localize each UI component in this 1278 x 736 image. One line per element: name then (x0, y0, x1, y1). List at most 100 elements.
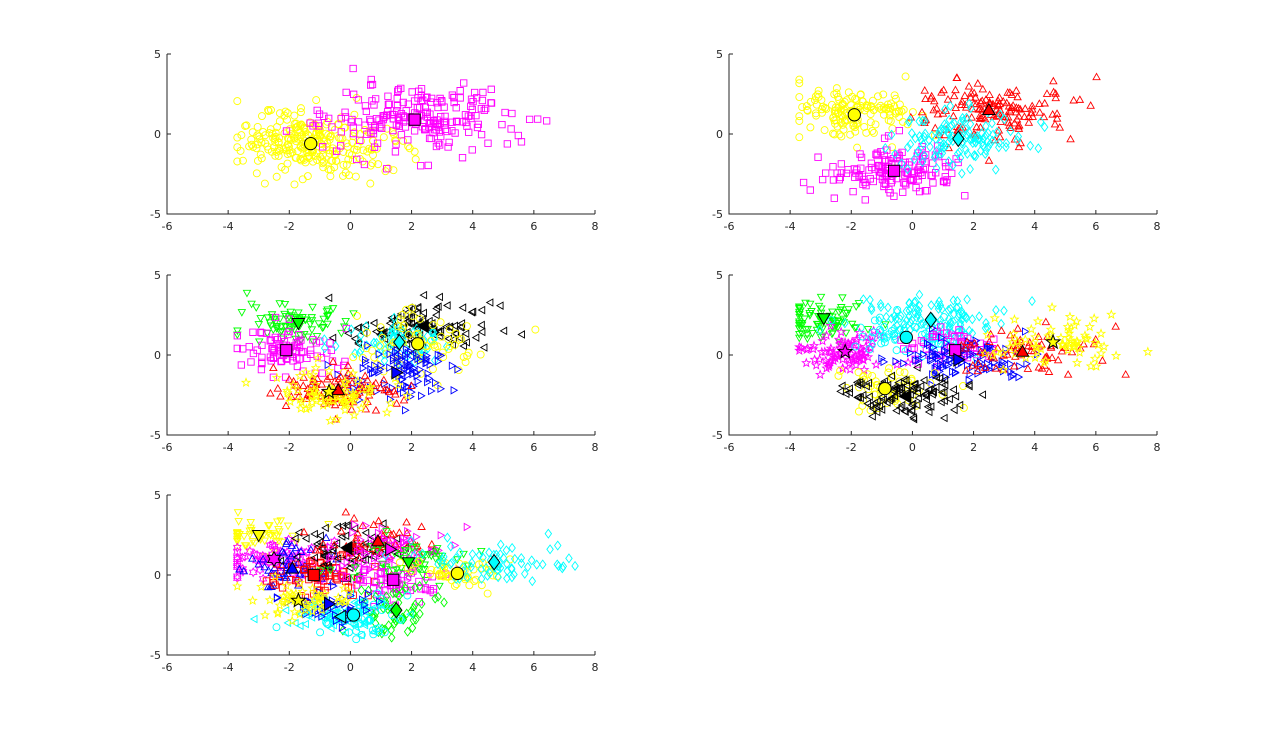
data-point (259, 342, 265, 348)
data-point (918, 109, 925, 115)
data-point (543, 118, 549, 124)
centroid-cluster-1 (848, 109, 860, 121)
data-point (405, 143, 412, 150)
data-point (438, 532, 444, 539)
data-point (261, 180, 268, 187)
data-point (1048, 303, 1056, 311)
data-point (515, 132, 521, 138)
data-point (855, 369, 862, 376)
data-point (815, 154, 821, 160)
y-tick-label: 5 (716, 269, 723, 282)
x-tick-label: 4 (1031, 441, 1038, 454)
data-point (317, 629, 324, 636)
data-point (1045, 368, 1052, 374)
x-tick-label: 4 (469, 661, 476, 674)
centroid-cluster-4 (900, 331, 912, 343)
data-point (928, 301, 934, 310)
data-point (398, 132, 404, 138)
data-point (418, 523, 425, 529)
data-point (451, 341, 458, 348)
data-point (334, 523, 340, 530)
data-point (1055, 357, 1062, 363)
data-point (967, 371, 973, 378)
y-tick-label: 5 (154, 48, 161, 61)
data-point (1015, 143, 1022, 149)
scatter-points (234, 290, 539, 424)
data-point (529, 577, 535, 586)
data-point (532, 326, 539, 333)
data-point (352, 173, 359, 180)
data-point (469, 147, 475, 153)
data-point (1144, 348, 1152, 356)
data-point (282, 374, 288, 380)
data-point (343, 89, 349, 95)
data-point (969, 315, 975, 324)
data-point (313, 97, 320, 104)
data-point (951, 92, 958, 98)
data-point (868, 160, 874, 166)
data-point (307, 347, 313, 353)
data-point (962, 193, 968, 199)
data-point (818, 294, 825, 300)
centroid-cluster-9 (879, 382, 891, 394)
data-point (1093, 73, 1100, 79)
data-point (911, 345, 917, 351)
data-point (449, 92, 455, 98)
data-point (234, 98, 241, 105)
scatter-points (233, 509, 578, 643)
data-point (993, 306, 999, 315)
data-point (277, 393, 284, 399)
data-point (451, 387, 457, 394)
data-point (308, 327, 315, 333)
data-point (385, 93, 391, 99)
data-point (457, 87, 463, 93)
data-point (545, 529, 551, 538)
x-tick-label: 8 (1154, 441, 1161, 454)
data-point (997, 134, 1004, 140)
y-tick-label: 5 (154, 269, 161, 282)
data-point (526, 116, 532, 122)
data-point (807, 124, 814, 131)
x-tick-label: 6 (1092, 441, 1099, 454)
data-point (261, 611, 269, 619)
data-point (979, 391, 985, 398)
y-tick-label: 0 (716, 349, 723, 362)
data-point (1014, 325, 1021, 331)
data-point (1042, 318, 1049, 324)
data-point (444, 533, 450, 542)
subplot-1: -6 -4 -2 0 2 4 6 8-505 (150, 48, 598, 233)
y-tick-label: -5 (150, 208, 161, 221)
x-tick-label: -2 (284, 441, 295, 454)
data-point (924, 188, 930, 194)
data-point (518, 139, 524, 145)
data-point (1036, 109, 1043, 115)
data-point (500, 327, 506, 334)
data-point (991, 314, 999, 322)
data-point (303, 535, 309, 542)
data-point (480, 89, 486, 95)
data-point (1029, 297, 1035, 306)
data-point (511, 570, 517, 579)
data-point (860, 366, 868, 374)
data-point (881, 135, 887, 141)
data-point (949, 170, 955, 176)
data-point (299, 176, 306, 183)
data-point (406, 145, 413, 152)
data-point (388, 633, 394, 642)
data-point (796, 134, 803, 141)
data-point (869, 372, 876, 379)
data-point (1050, 78, 1057, 84)
x-tick-label: -6 (162, 441, 173, 454)
x-tick-label: 0 (909, 220, 916, 233)
data-point (862, 197, 868, 203)
data-point (900, 189, 906, 195)
data-point (350, 133, 357, 140)
data-point (258, 366, 264, 372)
data-point (1043, 90, 1050, 96)
data-point (427, 571, 434, 578)
x-tick-label: 8 (1154, 220, 1161, 233)
x-tick-label: -4 (223, 661, 234, 674)
data-point (572, 562, 578, 571)
data-point (866, 167, 872, 173)
